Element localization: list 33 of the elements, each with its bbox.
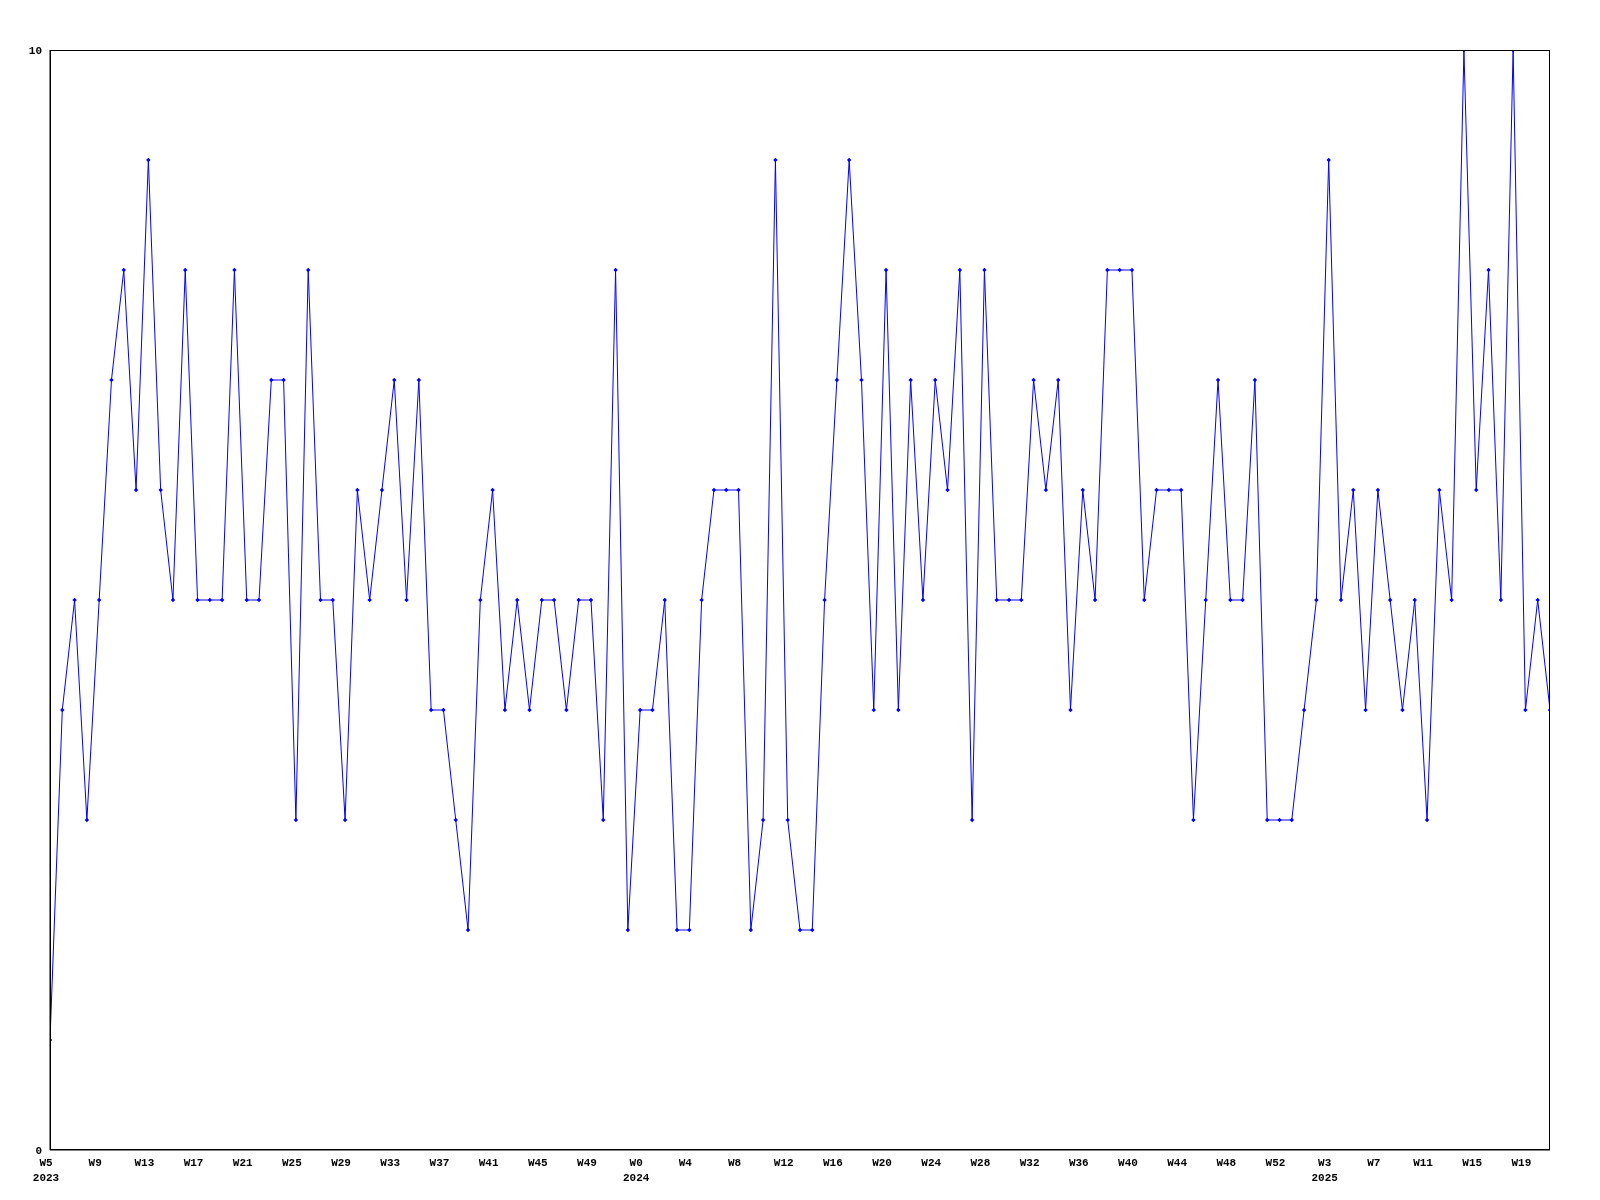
x-tick-label: W36 [1068,1157,1089,1169]
x-tick-label: W32 [1019,1157,1040,1169]
y-tick-label: 0 [35,1144,42,1157]
x-tick-label: W44 [1167,1157,1188,1169]
x-tick-label: W7 [1367,1157,1381,1169]
x-tick-label: W5 2023 [32,1157,60,1184]
x-tick-label: W37 [429,1157,450,1169]
x-tick-label: W40 [1118,1157,1138,1169]
x-tick-label: W45 [527,1157,549,1169]
x-tick-label: W41 [478,1157,499,1169]
x-tick-label: W52 [1265,1157,1286,1169]
x-tick-label: W21 [232,1157,254,1169]
x-tick-label: W3 2025 [1311,1157,1339,1184]
x-tick-label: W15 [1462,1157,1483,1169]
x-tick-label: W13 [134,1157,155,1169]
x-tick-label: W29 [331,1157,351,1169]
x-tick-label: W28 [970,1157,991,1169]
x-tick-label: W25 [282,1157,303,1169]
x-tick-label: W16 [822,1157,843,1169]
y-tick-label: 10 [28,44,42,57]
x-tick-label: W49 [577,1157,597,1169]
x-tick-label: W24 [921,1157,942,1169]
x-tick-label: W9 [88,1157,102,1169]
x-tick-label: W0 2024 [622,1157,650,1184]
x-tick-label: W11 [1413,1157,1434,1169]
x-tick-label: W17 [183,1157,204,1169]
x-tick-label: W19 [1511,1157,1532,1169]
x-tick-label: W8 [727,1157,742,1169]
x-tick-label: W12 [773,1157,794,1169]
x-tick-label: W20 [872,1157,892,1169]
x-tick-label: W33 [380,1157,401,1169]
x-tick-label: W4 [678,1157,693,1169]
x-tick-label: W48 [1216,1157,1237,1169]
